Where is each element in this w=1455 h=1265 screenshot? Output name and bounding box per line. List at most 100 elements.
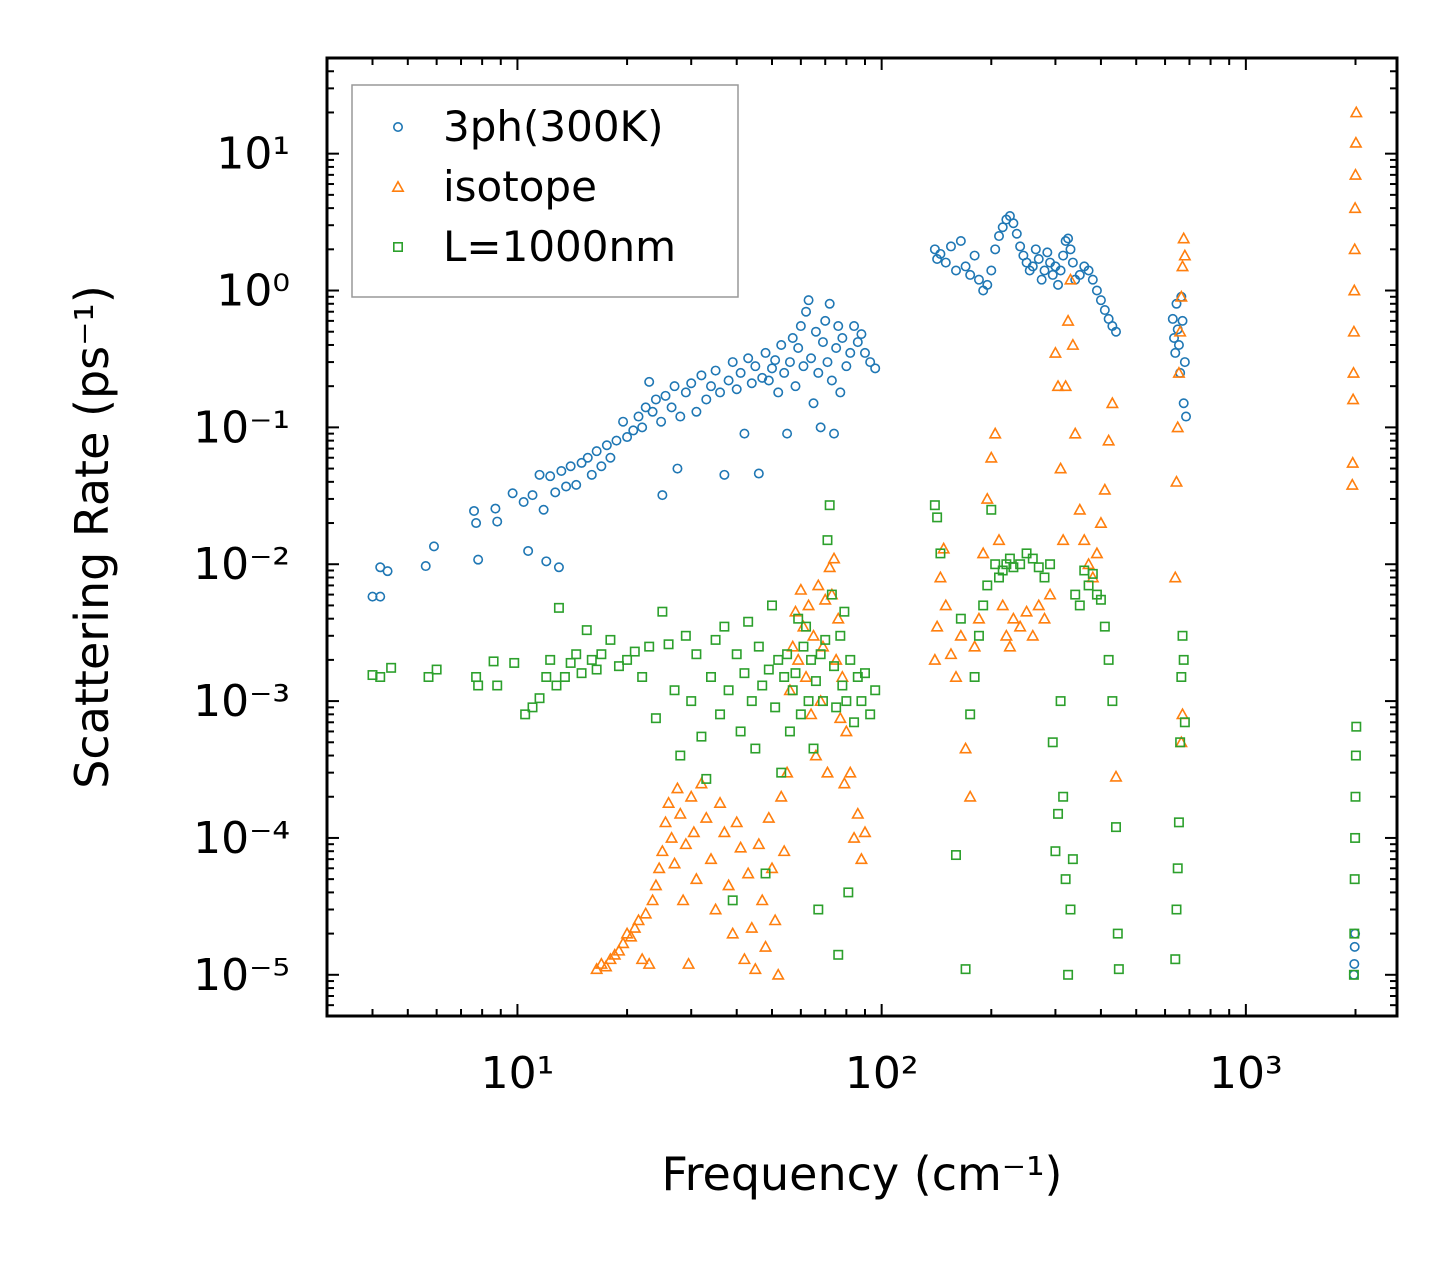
data-point — [822, 535, 833, 546]
data-point — [787, 332, 798, 343]
data-point — [669, 685, 680, 696]
data-point — [1058, 791, 1069, 802]
data-point — [843, 887, 854, 898]
data-point — [704, 852, 718, 865]
y-tick-label: 10⁻⁵ — [193, 950, 290, 1001]
data-point — [820, 765, 835, 778]
data-point — [841, 361, 852, 372]
legend-label: isotope — [443, 162, 597, 211]
data-point — [1033, 253, 1044, 264]
data-point — [576, 457, 587, 468]
data-point — [973, 274, 984, 285]
data-point — [831, 343, 842, 354]
data-point — [845, 347, 856, 358]
data-point — [963, 789, 977, 802]
data-point — [955, 613, 966, 624]
data-point — [950, 265, 961, 276]
data-point — [1087, 274, 1098, 285]
data-point — [1063, 969, 1074, 980]
data-point — [774, 789, 788, 802]
data-point — [1011, 228, 1022, 239]
data-point — [826, 375, 837, 386]
data-point — [1039, 265, 1050, 276]
data-point — [473, 680, 484, 691]
data-point — [870, 685, 881, 696]
data-point — [1351, 721, 1362, 732]
data-point — [823, 560, 837, 573]
data-point — [739, 668, 750, 679]
data-point — [1179, 717, 1190, 728]
data-point — [791, 653, 805, 665]
data-point — [829, 428, 840, 439]
data-point — [715, 709, 726, 720]
series-0 — [367, 211, 1361, 980]
data-point — [786, 639, 800, 652]
data-point — [752, 837, 766, 850]
data-point — [1065, 904, 1076, 915]
data-point — [599, 959, 613, 972]
data-point — [673, 806, 687, 819]
data-point — [1347, 324, 1361, 337]
data-point — [1181, 411, 1192, 422]
data-point — [982, 279, 993, 290]
data-point — [837, 776, 851, 789]
data-point — [701, 394, 712, 405]
data-point — [576, 668, 587, 679]
data-point — [746, 378, 757, 389]
data-point — [726, 926, 740, 939]
data-point — [984, 450, 998, 463]
data-point — [1171, 420, 1185, 433]
data-point — [722, 878, 736, 891]
data-point — [1068, 426, 1082, 439]
data-point — [710, 634, 721, 645]
data-point — [509, 657, 520, 668]
data-point — [765, 861, 779, 874]
data-point — [667, 856, 682, 869]
data-point — [767, 363, 778, 374]
data-point — [650, 394, 661, 405]
data-point — [1020, 604, 1034, 617]
data-point — [596, 649, 607, 660]
data-point — [691, 649, 702, 660]
data-point — [1169, 474, 1184, 487]
data-point — [538, 504, 549, 515]
data-point — [686, 696, 697, 707]
data-point — [969, 671, 980, 682]
data-point — [1348, 969, 1359, 980]
data-point — [965, 269, 976, 280]
data-point — [591, 664, 602, 675]
data-point — [815, 422, 826, 433]
data-point — [784, 726, 795, 737]
data-point — [428, 541, 439, 552]
data-point — [808, 743, 819, 754]
data-point — [937, 541, 951, 554]
data-point — [565, 657, 576, 668]
legend-entry: isotope — [391, 162, 597, 211]
data-point — [1021, 257, 1032, 268]
data-point — [935, 248, 946, 259]
data-point — [1039, 572, 1050, 583]
data-point — [1345, 478, 1359, 490]
data-point — [1013, 619, 1027, 632]
legend-box — [351, 84, 739, 298]
data-point — [679, 837, 693, 850]
legend-marker — [392, 122, 403, 133]
data-point — [806, 654, 817, 665]
data-point — [605, 634, 616, 645]
data-point — [622, 432, 633, 443]
data-point — [776, 767, 787, 778]
data-point — [847, 831, 861, 843]
data-point — [586, 469, 597, 480]
data-point — [833, 321, 844, 332]
data-point — [1098, 482, 1112, 495]
x-tick-label: 10² — [845, 1048, 919, 1099]
data-point — [635, 952, 649, 965]
data-point — [1102, 433, 1116, 446]
data-point — [1036, 274, 1047, 285]
data-point — [1349, 958, 1360, 969]
data-point — [852, 337, 863, 348]
data-point — [1107, 696, 1118, 707]
data-point — [955, 236, 966, 247]
data-point — [1348, 969, 1359, 980]
data-point — [837, 680, 848, 691]
